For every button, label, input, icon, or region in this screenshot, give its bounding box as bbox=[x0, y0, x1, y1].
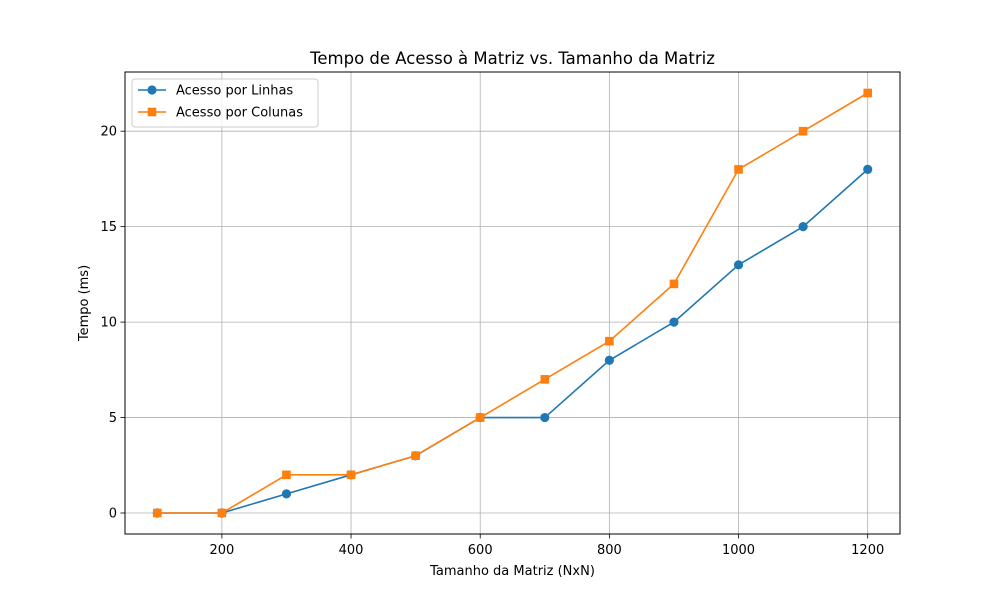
x-tick-label: 400 bbox=[339, 543, 364, 558]
series-layer bbox=[152, 88, 873, 518]
x-axis: 200 400 600 800 1000 1200 bbox=[209, 534, 884, 558]
data-point bbox=[540, 375, 550, 384]
x-tick-label: 1200 bbox=[851, 543, 884, 558]
data-point bbox=[604, 355, 614, 365]
data-point bbox=[669, 317, 679, 327]
grid-lines bbox=[125, 72, 900, 534]
x-tick-label: 600 bbox=[468, 543, 493, 558]
plot-frame bbox=[124, 71, 901, 535]
data-point bbox=[475, 413, 485, 422]
legend-box bbox=[131, 78, 319, 128]
data-point bbox=[798, 222, 808, 232]
y-tick-label: 5 bbox=[109, 411, 117, 426]
x-tick-label: 200 bbox=[209, 543, 234, 558]
data-point bbox=[669, 279, 679, 289]
series-1 bbox=[152, 164, 873, 518]
legend-item: Acesso por Colunas bbox=[138, 106, 303, 121]
legend-marker bbox=[147, 85, 157, 95]
x-tick-label: 800 bbox=[597, 543, 622, 558]
series-line bbox=[157, 168, 869, 514]
y-axis-title: Tempo (ms) bbox=[77, 265, 92, 342]
chart-title: Tempo de Acesso à Matriz vs. Tamanho da … bbox=[309, 49, 715, 68]
y-tick-label: 15 bbox=[100, 220, 117, 235]
data-point bbox=[411, 451, 420, 461]
data-point bbox=[346, 470, 356, 480]
data-point bbox=[733, 260, 744, 270]
x-tick-label: 1000 bbox=[722, 543, 755, 558]
y-tick-label: 10 bbox=[100, 316, 117, 331]
y-tick-label: 0 bbox=[109, 507, 117, 522]
x-axis-title: Tamanho da Matriz (NxN) bbox=[429, 564, 595, 579]
y-axis: 0 5 10 15 20 bbox=[100, 125, 125, 522]
legend-label: Acesso por Linhas bbox=[176, 84, 293, 99]
data-point bbox=[605, 336, 614, 346]
data-point bbox=[734, 165, 743, 174]
data-point bbox=[540, 412, 550, 423]
data-point bbox=[152, 508, 162, 518]
data-point bbox=[282, 470, 291, 480]
legend-marker bbox=[147, 107, 157, 117]
data-point bbox=[798, 126, 808, 136]
data-point bbox=[217, 508, 227, 518]
data-point bbox=[863, 164, 873, 174]
data-point bbox=[281, 489, 292, 499]
legend-label: Acesso por Colunas bbox=[176, 106, 303, 121]
series-line bbox=[157, 92, 869, 514]
legend: Acesso por Linhas Acesso por Colunas bbox=[131, 78, 319, 128]
data-point bbox=[863, 88, 873, 98]
series-2 bbox=[152, 88, 873, 518]
y-tick-label: 20 bbox=[100, 125, 117, 140]
legend-item: Acesso por Linhas bbox=[138, 84, 293, 99]
